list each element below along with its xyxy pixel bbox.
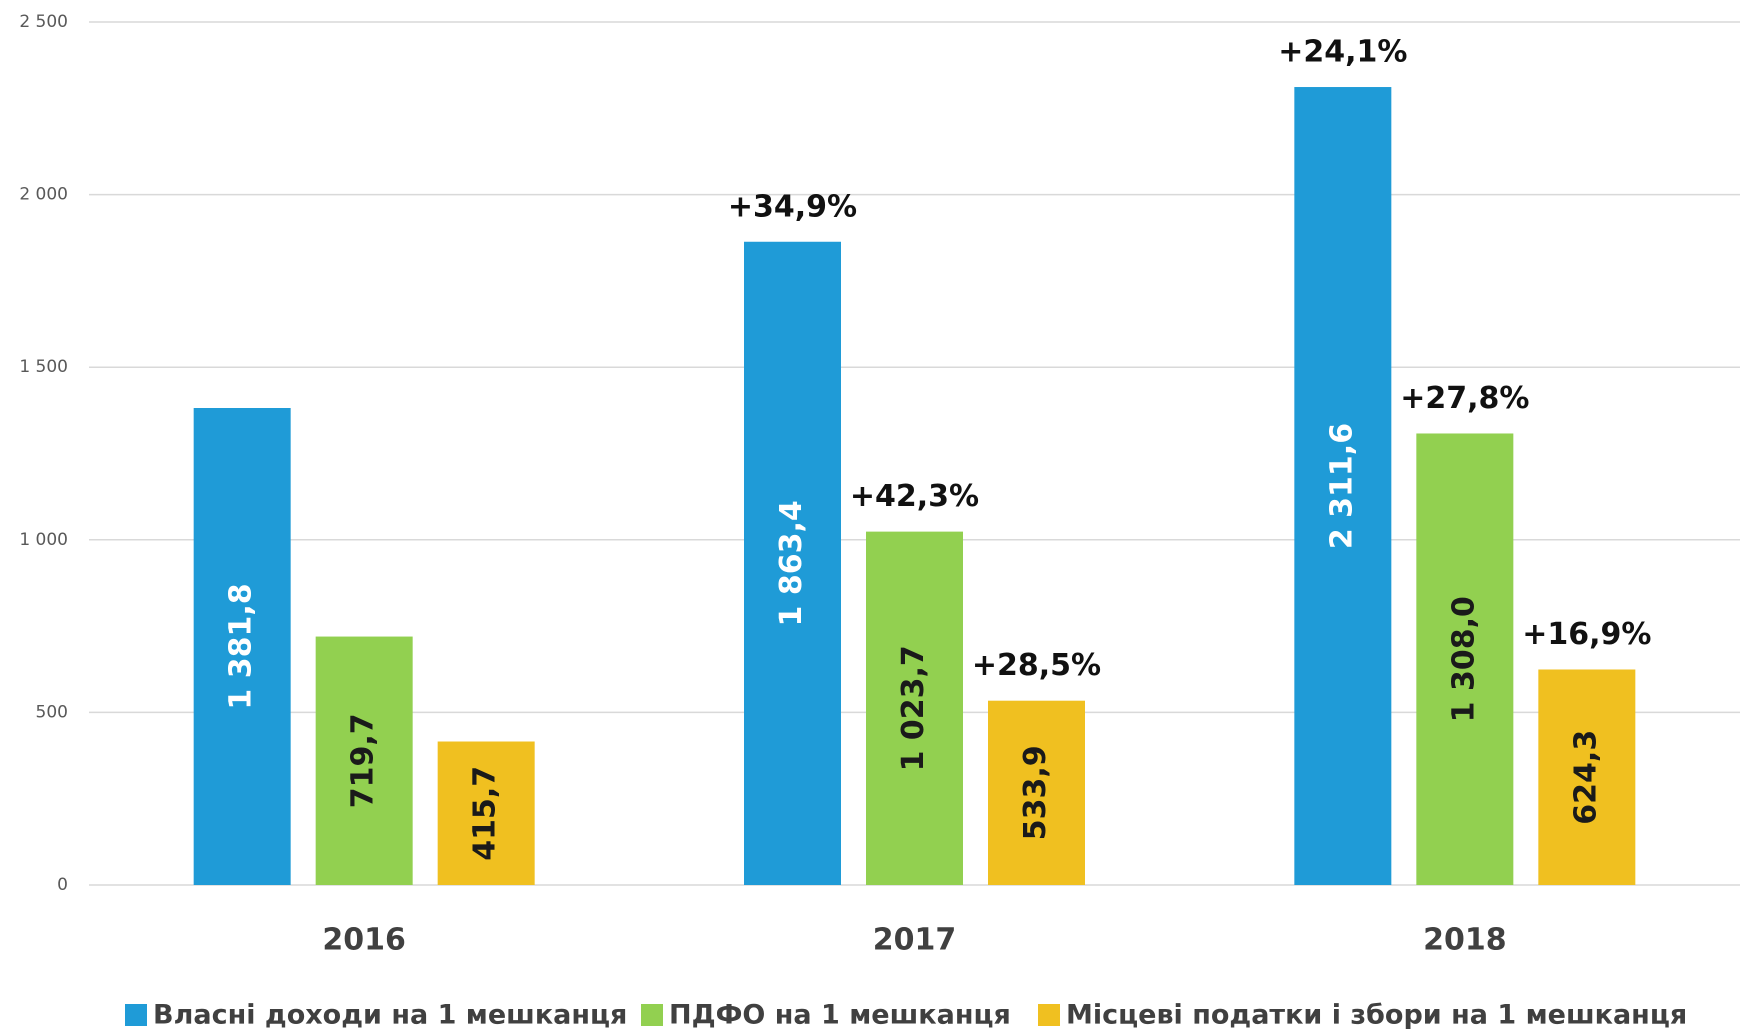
value-label: 2 311,6	[1324, 423, 1359, 549]
legend-swatch	[641, 1004, 663, 1026]
bar	[866, 531, 963, 885]
value-label: 719,7	[346, 713, 381, 808]
growth-label: +16,9%	[1522, 617, 1651, 652]
y-tick-label: 500	[36, 702, 68, 722]
growth-label: +24,1%	[1278, 35, 1407, 70]
value-label: 1 308,0	[1446, 596, 1481, 722]
value-label: 415,7	[468, 766, 503, 861]
bar	[1538, 669, 1636, 885]
value-label: 1 023,7	[896, 645, 931, 771]
value-label: 1 381,8	[224, 583, 259, 709]
bar	[988, 700, 1085, 885]
bar	[437, 741, 535, 885]
legend-label: Місцеві податки і збори на 1 мешканця	[1066, 1000, 1687, 1031]
bar	[193, 408, 291, 885]
y-tick-label: 1 000	[19, 530, 68, 550]
legend-swatch	[125, 1004, 147, 1026]
y-tick-label: 1 500	[19, 357, 68, 377]
legend-swatch	[1038, 1004, 1060, 1026]
growth-label: +28,5%	[972, 648, 1101, 683]
growth-label: +27,8%	[1400, 381, 1529, 416]
x-tick-label: 2018	[1423, 923, 1507, 958]
growth-label: +42,3%	[850, 479, 979, 514]
y-tick-label: 0	[57, 875, 68, 895]
value-label: 1 863,4	[774, 500, 809, 626]
bar	[1416, 433, 1514, 885]
x-tick-label: 2016	[322, 923, 406, 958]
bar	[1294, 87, 1392, 885]
y-tick-label: 2 000	[19, 185, 68, 205]
legend-label: ПДФО на 1 мешканця	[669, 1000, 1011, 1031]
bar	[744, 241, 841, 885]
legend-label: Власні доходи на 1 мешканця	[153, 1000, 627, 1031]
x-tick-label: 2017	[873, 923, 957, 958]
growth-label: +34,9%	[728, 189, 857, 224]
value-label: 533,9	[1018, 745, 1053, 840]
y-tick-label: 2 500	[19, 12, 68, 32]
value-label: 624,3	[1568, 730, 1603, 825]
bar	[315, 636, 413, 885]
